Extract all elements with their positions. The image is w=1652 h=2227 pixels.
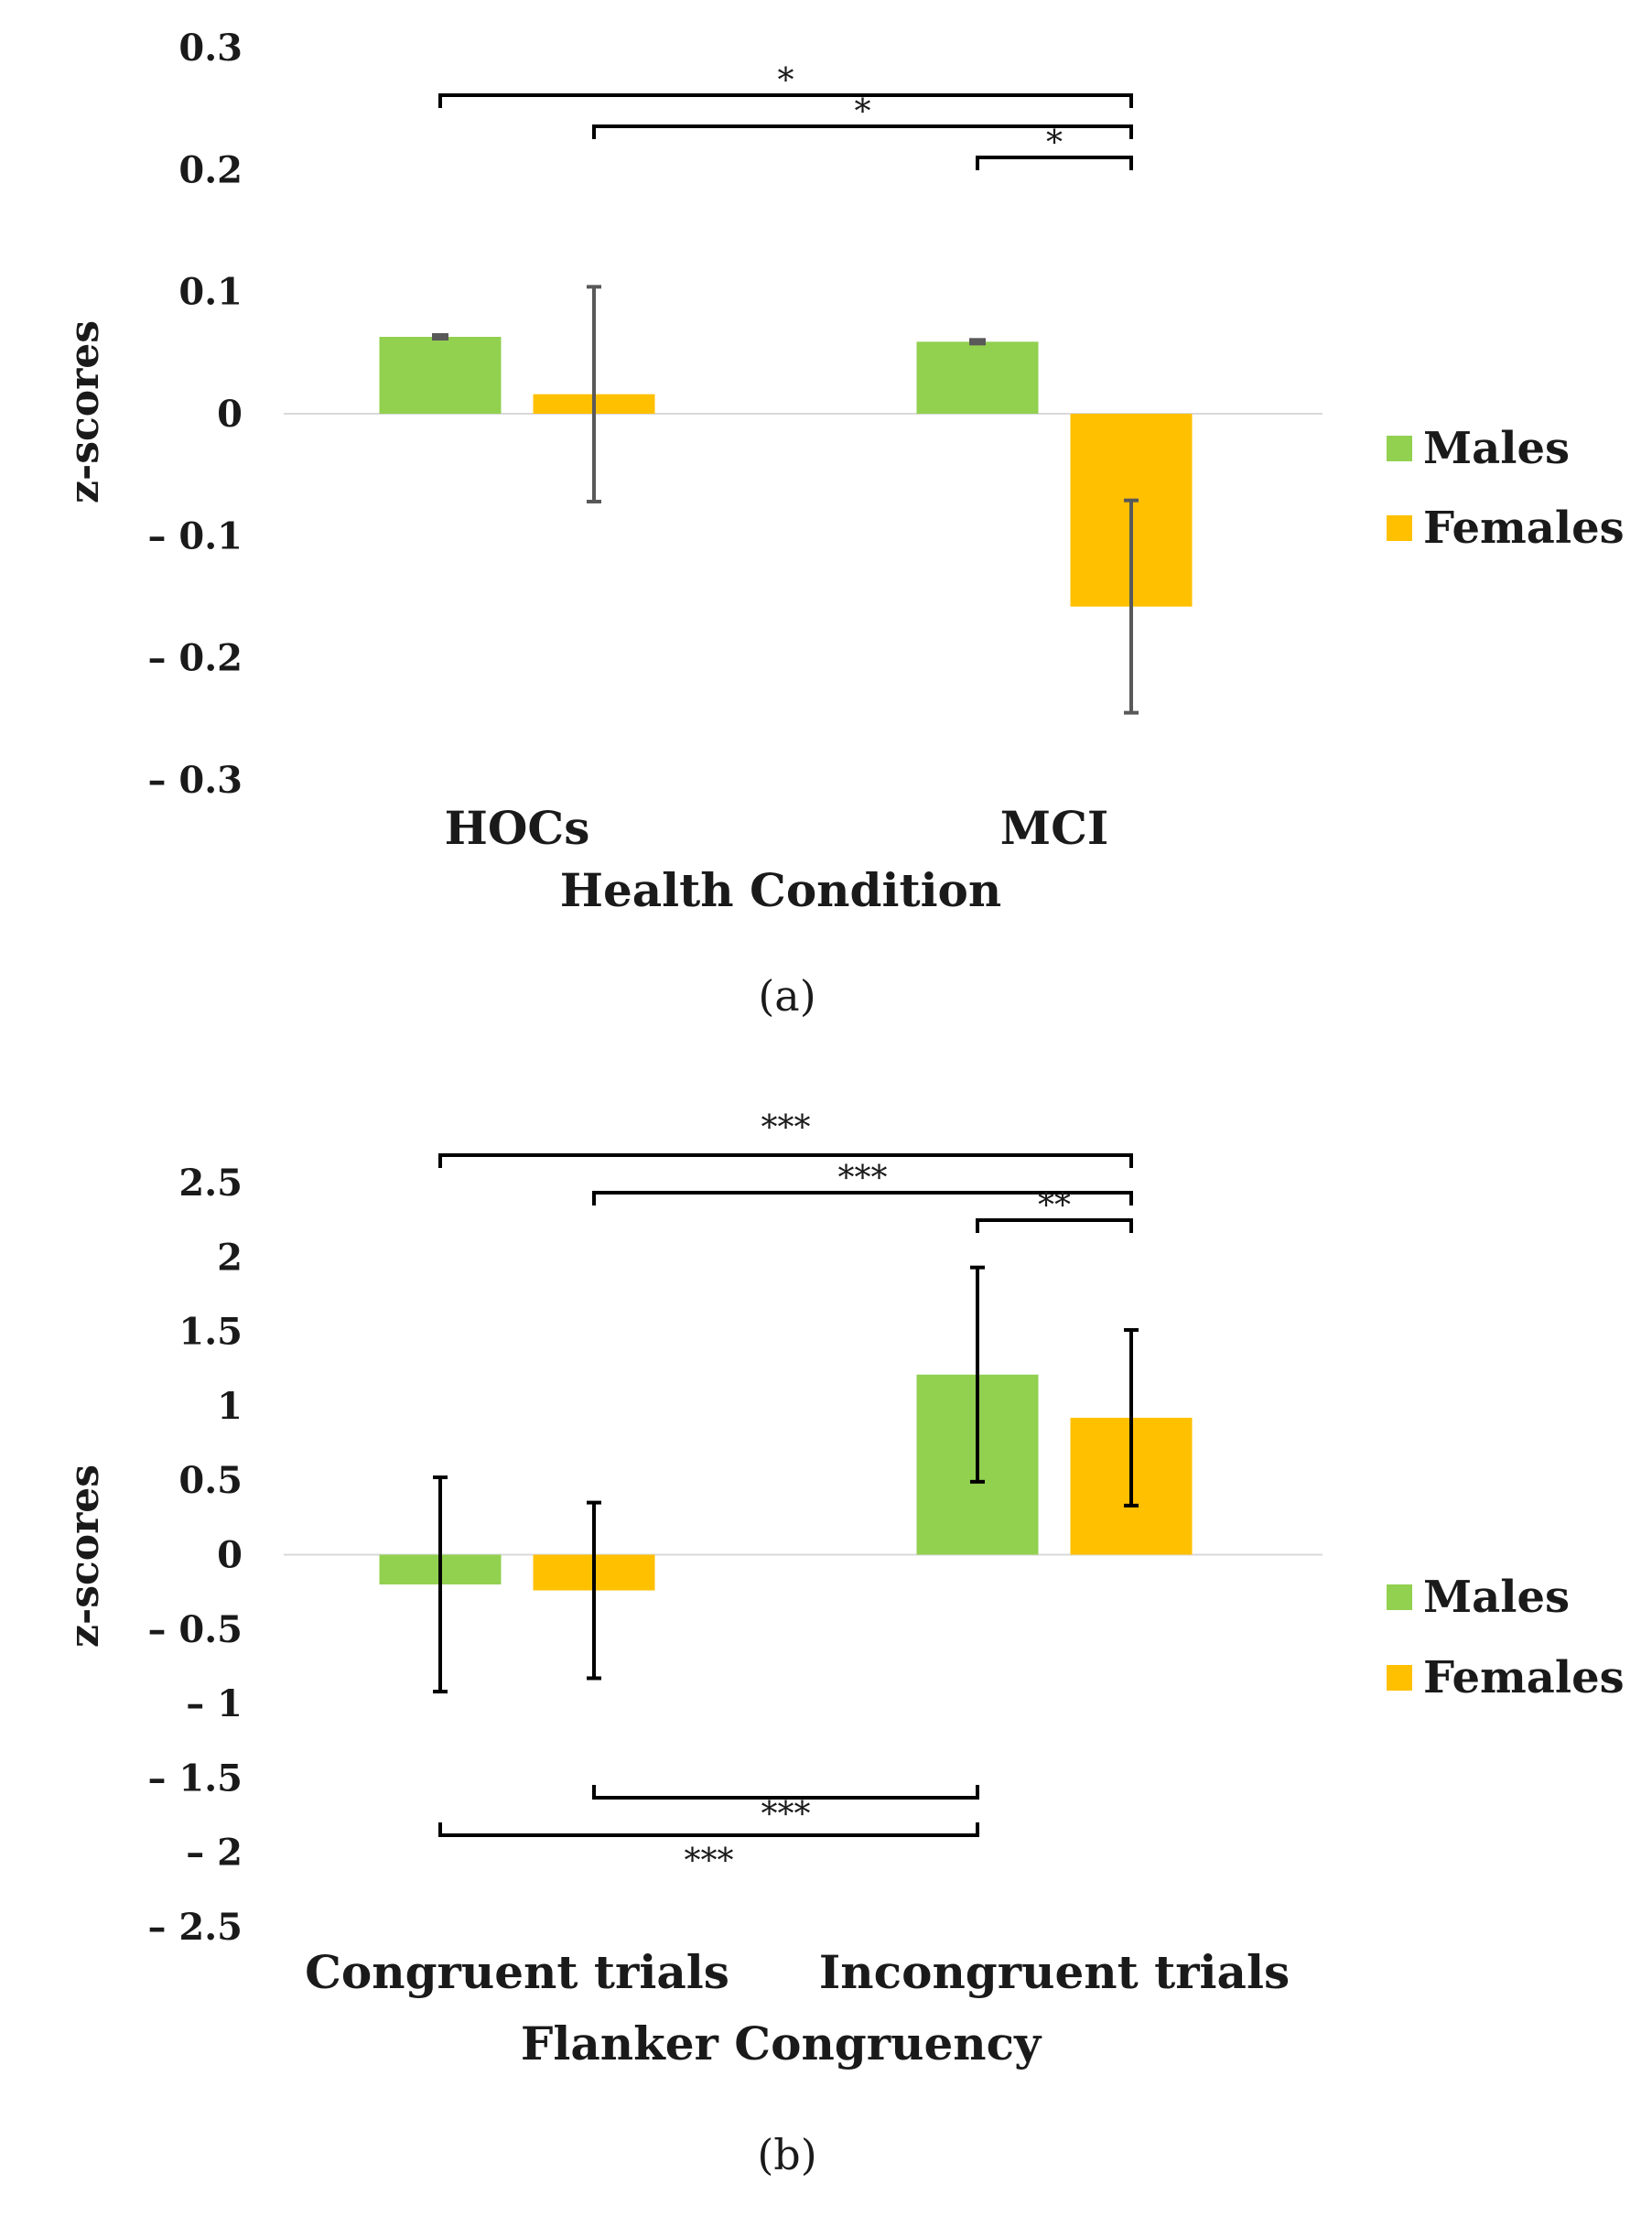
significance-label: *** (761, 1109, 811, 1147)
error-bar (969, 338, 986, 346)
significance-label: * (855, 93, 871, 131)
caption-b: (b) (757, 2130, 816, 2179)
significance-bracket (976, 1218, 1133, 1233)
y-tick-label: 0.5 (178, 1459, 243, 1502)
legend-swatch-females (1387, 515, 1412, 541)
chart-panel-a: z-scores Health Condition (a) 0.3 0.2 0.1 0… (61, 27, 1625, 1021)
error-bar (432, 333, 448, 341)
y-tick-label: – 1.5 (147, 1757, 243, 1800)
y-tick-label: 0.3 (178, 27, 243, 70)
y-tick-label: 0.2 (178, 148, 243, 191)
y-tick-label: – 1 (186, 1682, 243, 1725)
y-tick-label: – 0.2 (147, 637, 243, 680)
x-category-label: MCI (1000, 801, 1109, 855)
y-tick-label: – 0.1 (147, 514, 243, 557)
legend-label-females: Females (1423, 1652, 1625, 1703)
significance-bracket (592, 1785, 979, 1800)
caption-a: (a) (758, 971, 815, 1021)
bar-males-0 (379, 337, 502, 414)
y-tick-label: 0.1 (178, 271, 243, 314)
significance-label: *** (838, 1160, 888, 1197)
y-tick-label: 2.5 (178, 1162, 243, 1205)
y-tick-label: 0 (217, 393, 243, 436)
significance-bracket (976, 156, 1133, 170)
y-tick-label: 2 (217, 1236, 243, 1279)
significance-bracket (592, 1191, 1133, 1205)
y-tick-label: – 0.5 (147, 1608, 243, 1651)
legend-label-females: Females (1423, 503, 1625, 554)
y-tick-label: – 0.3 (147, 759, 243, 802)
x-axis-label-b: Flanker Congruency (521, 2016, 1042, 2070)
significance-bracket (438, 93, 1133, 108)
y-tick-label: 1.5 (178, 1311, 243, 1354)
significance-bracket (438, 1822, 979, 1837)
legend-swatch-males (1387, 436, 1412, 461)
significance-label: *** (761, 1796, 811, 1833)
y-tick-label: – 2.5 (147, 1906, 243, 1949)
legend-label-males: Males (1423, 423, 1570, 474)
legend-label-males: Males (1423, 1572, 1570, 1623)
y-axis-label-b: z-scores (61, 1465, 108, 1648)
significance-bracket (592, 124, 1133, 139)
significance-bracket (438, 1153, 1133, 1168)
y-axis-label-a: z-scores (61, 320, 108, 503)
chart-panel-b: z-scores Flanker Congruency (b) 2.5 2 1.5 1… (61, 1109, 1625, 2179)
legend-swatch-males (1387, 1584, 1412, 1610)
significance-label: ** (1038, 1187, 1071, 1225)
x-category-label: Congruent trials (305, 1945, 729, 1999)
x-axis-label-a: Health Condition (560, 863, 1002, 917)
y-tick-label: 0 (217, 1534, 243, 1577)
x-category-label: HOCs (445, 801, 590, 855)
y-tick-label: – 2 (186, 1832, 243, 1875)
y-tick-label: 1 (217, 1385, 243, 1428)
x-category-label: Incongruent trials (819, 1945, 1290, 1999)
legend-swatch-females (1387, 1665, 1412, 1691)
bar-males-1 (916, 341, 1039, 414)
significance-label: * (1046, 124, 1063, 162)
significance-label: *** (685, 1843, 734, 1880)
significance-label: * (778, 62, 794, 100)
